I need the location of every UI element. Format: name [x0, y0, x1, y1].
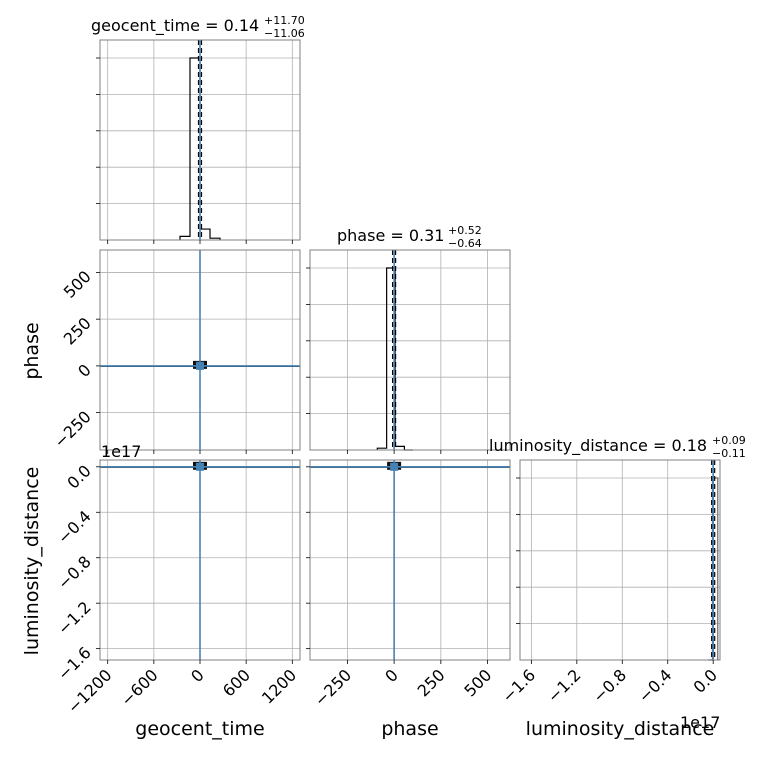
y-tick-label: −0.8 — [54, 552, 95, 593]
y-tick-label: 0 — [74, 360, 95, 381]
x-tick-label: 250 — [414, 665, 449, 700]
y-tick-label: −250 — [50, 407, 95, 452]
hist-luminosity-distance-panel: −1.6 −1.2 −0.8 −0.4 0.0 — [498, 459, 721, 706]
grid-lines — [520, 460, 720, 660]
y-tick-label: 500 — [60, 267, 95, 302]
x-tick-label: −250 — [311, 665, 356, 710]
title-geocent-time-minus: −11.06 — [264, 27, 305, 40]
hist-geocent-time-panel — [96, 39, 301, 244]
title-phase: phase = 0.31 — [337, 226, 444, 245]
title-luminosity-distance-minus: −0.11 — [712, 447, 746, 460]
x-tick-label: −1.2 — [544, 665, 585, 706]
truth-marker — [196, 361, 204, 370]
x-tick-label: −0.8 — [589, 665, 630, 706]
title-phase-minus: −0.64 — [448, 237, 482, 250]
grid-lines — [310, 460, 510, 660]
x-tick-label: −600 — [117, 665, 162, 710]
y-tick-label: 0.0 — [63, 461, 94, 492]
y-tick-label: −1.2 — [54, 598, 95, 639]
axes-frame — [309, 249, 511, 451]
xlabel-phase: phase — [381, 718, 438, 740]
ylabel-phase: phase — [21, 322, 43, 379]
x-tick-label: 0 — [381, 665, 402, 686]
x-tick-label: 600 — [219, 665, 254, 700]
grid-lines — [310, 250, 510, 450]
offset-text-y: 1e17 — [101, 442, 141, 461]
truth-marker — [196, 462, 204, 471]
title-geocent-time: geocent_time = 0.14 — [91, 16, 259, 36]
title-luminosity-distance-plus: +0.09 — [712, 434, 746, 447]
xlabel-luminosity-distance: luminosity_distance — [526, 718, 715, 740]
luminosity-distance-vs-phase-panel: −250 0 250 500 — [306, 459, 511, 710]
xlabel-geocent-time: geocent_time — [135, 718, 264, 740]
title-phase-plus: +0.52 — [448, 224, 482, 237]
x-tick-label: 0 — [187, 665, 208, 686]
axes-frame — [519, 459, 721, 661]
truth-marker — [390, 462, 399, 471]
title-luminosity-distance: luminosity_distance = 0.18 — [489, 436, 707, 456]
y-tick-label: −0.4 — [54, 507, 95, 548]
x-tick-label: 500 — [460, 665, 495, 700]
x-tick-label: −0.4 — [635, 665, 676, 706]
ylabel-luminosity-distance: luminosity_distance — [21, 467, 43, 656]
y-tick-label: 250 — [60, 314, 95, 349]
offset-text-x: 1e17 — [680, 713, 720, 732]
x-tick-label: −1.6 — [498, 665, 539, 706]
luminosity-distance-vs-geocent-time-panel: −1.6−1.2−0.8−0.40.0−1200 −600 0 600 1200 — [54, 459, 301, 717]
x-tick-label: 0.0 — [690, 665, 721, 696]
axes-frame — [309, 459, 511, 661]
x-tick-label: 1200 — [258, 665, 300, 707]
title-geocent-time-plus: +11.70 — [264, 14, 305, 27]
phase-vs-geocent-time-panel: −250 0 250 500 — [50, 249, 301, 454]
hist-phase-panel — [306, 249, 511, 454]
